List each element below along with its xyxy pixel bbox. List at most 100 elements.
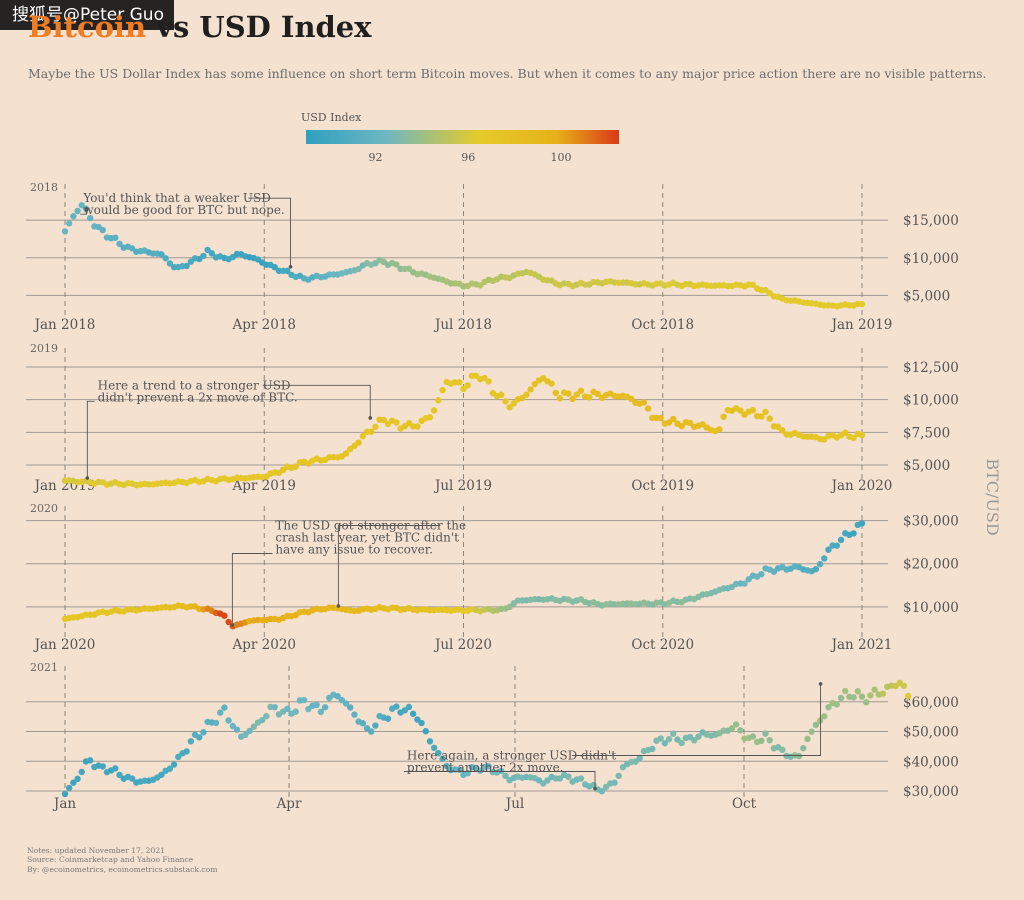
x-tick-label: Jul [504, 796, 524, 812]
btc-point [741, 580, 748, 587]
btc-point [74, 775, 81, 783]
btc-point [842, 687, 849, 695]
annotation-text: have any issue to recover. [275, 543, 433, 557]
btc-point [200, 252, 207, 260]
btc-series [61, 679, 912, 798]
btc-point [762, 730, 769, 737]
btc-point [439, 755, 446, 762]
btc-point [405, 703, 413, 711]
chart-subtitle: Maybe the US Dollar Index has some influ… [28, 66, 987, 81]
btc-point [850, 434, 857, 442]
btc-point [61, 790, 69, 798]
x-tick-label: Jan 2020 [830, 478, 893, 494]
btc-point [342, 450, 350, 457]
btc-point [728, 725, 736, 732]
btc-point [762, 408, 769, 416]
y-tick-label: $10,000 [903, 393, 959, 409]
btc-point [670, 730, 677, 737]
btc-point [166, 765, 174, 772]
annotation-leader [86, 400, 95, 478]
btc-point [418, 719, 425, 727]
btc-point [758, 570, 765, 578]
btc-point [414, 423, 421, 430]
y-tick-label: $30,000 [903, 784, 959, 800]
btc-point [393, 261, 400, 268]
btc-point [821, 713, 828, 720]
btc-point [678, 422, 685, 430]
btc-point [317, 708, 325, 716]
title-bitcoin: Bitcoin [28, 10, 147, 44]
btc-point [70, 779, 77, 786]
btc-point [644, 405, 652, 412]
panel-year-label: 2019 [30, 342, 58, 355]
y-tick-label: $12,500 [903, 360, 959, 376]
btc-point [284, 267, 291, 275]
btc-point [871, 686, 878, 693]
btc-point [686, 419, 694, 427]
x-tick-label: Apr [276, 796, 302, 812]
btc-point [300, 696, 308, 704]
panel-year-label: 2018 [30, 181, 58, 194]
legend-tick-label: 92 [369, 151, 383, 164]
btc-point [426, 414, 434, 421]
btc-point [556, 395, 564, 402]
x-tick-label: Oct 2019 [631, 478, 694, 494]
btc-point [221, 704, 228, 711]
btc-point [649, 745, 656, 753]
btc-point [183, 262, 190, 270]
btc-point [200, 729, 207, 736]
btc-point [430, 744, 438, 752]
panel-2021: 2021 $60,000 $50,000 $40,000 $30,000 Jan Apr Ju… [26, 661, 959, 812]
x-tick-label: Apr 2018 [232, 317, 297, 333]
btc-point [749, 407, 757, 414]
btc-point [858, 693, 866, 700]
annotation-leader [571, 683, 822, 756]
x-tick-label: Oct 2020 [631, 637, 694, 653]
btc-point [858, 300, 866, 308]
btc-point [112, 234, 119, 241]
legend-tick-label: 100 [551, 151, 572, 164]
btc-point [477, 767, 484, 774]
note-updated: Notes: updated November 17, 2021 [27, 846, 166, 855]
annotation-leader [262, 384, 371, 418]
x-tick-label: Apr 2019 [232, 478, 297, 494]
legend-title: USD Index [301, 111, 362, 124]
btc-point [766, 415, 773, 422]
btc-point [409, 710, 417, 718]
btc-point [766, 736, 773, 744]
btc-point [808, 728, 815, 735]
btc-point [858, 431, 866, 439]
btc-point [86, 757, 94, 764]
btc-point [61, 228, 69, 235]
btc-point [321, 704, 329, 711]
annotation-marker [818, 682, 823, 686]
note-byline: By: @ecoinometrics, ecoinometrics.substa… [27, 864, 218, 874]
btc-point [879, 690, 887, 697]
btc-point [368, 428, 375, 435]
btc-point [414, 716, 421, 723]
x-tick-label: Oct 2018 [631, 317, 694, 333]
btc-point [439, 386, 446, 394]
annotation-text: Here again, a stronger USD didn't [407, 749, 616, 763]
btc-point [271, 703, 278, 711]
panel-year-label: 2020 [30, 502, 58, 515]
btc-point [670, 415, 677, 423]
btc-point [825, 704, 832, 711]
btc-point [225, 717, 232, 724]
btc-point [212, 719, 220, 727]
btc-point [359, 720, 367, 727]
y-tick-label: $5,000 [903, 288, 950, 304]
btc-point [393, 703, 400, 710]
y-tick-label: $20,000 [903, 557, 959, 573]
btc-point [628, 395, 635, 403]
btc-point [128, 775, 136, 782]
btc-point [86, 214, 94, 222]
btc-point [250, 723, 257, 730]
btc-point [112, 765, 119, 772]
x-tick-label: Jan 2020 [33, 637, 96, 653]
btc-point [523, 391, 530, 398]
btc-point [691, 737, 698, 744]
x-tick-label: Apr 2020 [232, 637, 297, 653]
btc-point [779, 746, 786, 754]
